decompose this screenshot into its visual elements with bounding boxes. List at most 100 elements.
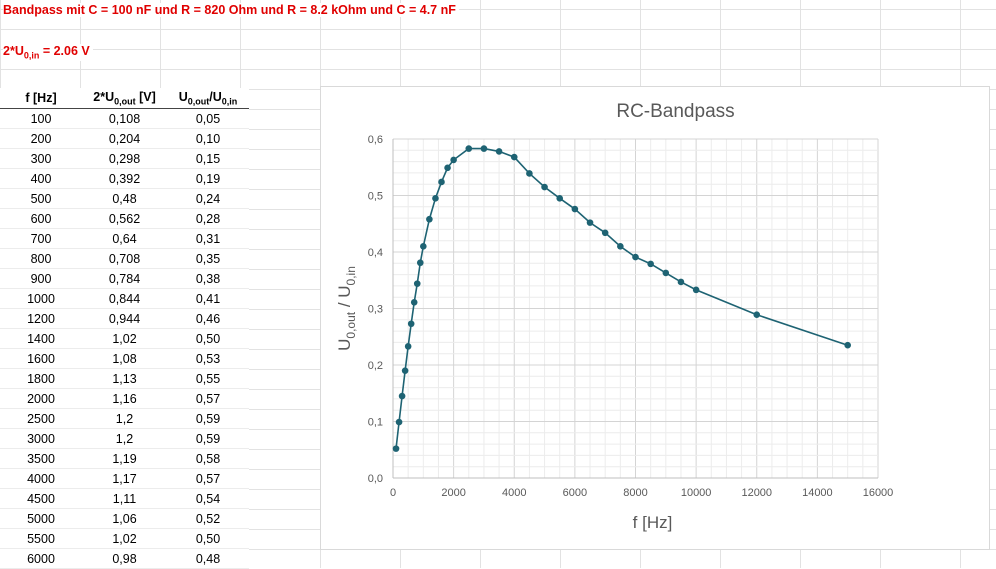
cell-output-voltage[interactable]: 0,944 [82,308,167,329]
cell-output-voltage[interactable]: 0,392 [82,168,167,189]
table-row: 600 0,562 0,28 [0,208,249,229]
table-row: 3000 1,2 0,59 [0,428,249,449]
cell-ratio[interactable]: 0,05 [167,108,249,129]
cell-frequency[interactable]: 6000 [0,548,82,569]
data-point [662,269,670,277]
data-point [617,243,624,250]
cell-output-voltage[interactable]: 1,11 [82,488,167,509]
cell-frequency[interactable]: 5000 [0,508,82,529]
cell-ratio[interactable]: 0,57 [167,468,249,489]
table-row: 2500 1,2 0,59 [0,408,249,429]
table-header-row: f [Hz] 2*U0,out [V] U0,out/U0,in [0,88,249,109]
cell-ratio[interactable]: 0,55 [167,368,249,389]
cell-ratio[interactable]: 0,59 [167,428,249,449]
cell-output-voltage[interactable]: 0,708 [82,248,167,269]
cell-frequency[interactable]: 600 [0,208,82,229]
data-point [632,253,639,261]
cell-frequency[interactable]: 4500 [0,488,82,509]
cell-frequency[interactable]: 3000 [0,428,82,449]
y-tick-label: 0,1 [368,417,383,429]
cell-ratio[interactable]: 0,28 [167,208,249,229]
cell-ratio[interactable]: 0,35 [167,248,249,269]
cell-ratio[interactable]: 0,50 [167,528,249,549]
cell-ratio[interactable]: 0,54 [167,488,249,509]
cell-output-voltage[interactable]: 0,844 [82,288,167,309]
data-point [407,320,415,328]
cell-ratio[interactable]: 0,48 [167,548,249,569]
cell-ratio[interactable]: 0,52 [167,508,249,529]
data-point [753,311,761,319]
data-point [844,341,851,349]
cell-output-voltage[interactable]: 1,2 [82,408,167,429]
header-ratio[interactable]: U0,out/U0,in [167,88,249,109]
y-tick-label: 0,0 [368,473,383,485]
cell-frequency[interactable]: 2500 [0,408,82,429]
cell-output-voltage[interactable]: 1,08 [82,348,167,369]
cell-frequency[interactable]: 5500 [0,528,82,549]
y-axis-title-subscript: 0,in [344,266,358,285]
cell-frequency[interactable]: 1600 [0,348,82,369]
cell-ratio[interactable]: 0,58 [167,448,249,469]
table-row: 1400 1,02 0,50 [0,328,249,349]
cell-frequency[interactable]: 1800 [0,368,82,389]
cell-frequency[interactable]: 300 [0,148,82,169]
cell-ratio[interactable]: 0,38 [167,268,249,289]
cell-ratio[interactable]: 0,31 [167,228,249,249]
data-point [677,278,685,286]
cell-frequency[interactable]: 500 [0,188,82,209]
header-output-voltage[interactable]: 2*U0,out [V] [82,88,167,109]
cell-output-voltage[interactable]: 0,64 [82,228,167,249]
header-frequency[interactable]: f [Hz] [0,88,82,109]
cell-ratio[interactable]: 0,59 [167,408,249,429]
cell-frequency[interactable]: 200 [0,128,82,149]
cell-frequency[interactable]: 700 [0,228,82,249]
cell-output-voltage[interactable]: 1,2 [82,428,167,449]
cell-ratio[interactable]: 0,50 [167,328,249,349]
cell-ratio[interactable]: 0,41 [167,288,249,309]
y-axis-title-part: U [335,339,354,351]
cell-ratio[interactable]: 0,10 [167,128,249,149]
x-tick-label: 2000 [441,487,465,499]
cell-frequency[interactable]: 900 [0,268,82,289]
data-point [465,145,473,152]
x-tick-label: 8000 [623,487,647,499]
cell-ratio[interactable]: 0,57 [167,388,249,409]
cell-output-voltage[interactable]: 0,108 [82,108,167,129]
cell-frequency[interactable]: 1200 [0,308,82,329]
cell-frequency[interactable]: 100 [0,108,82,129]
cell-output-voltage[interactable]: 1,13 [82,368,167,389]
cell-frequency[interactable]: 1400 [0,328,82,349]
cell-frequency[interactable]: 4000 [0,468,82,489]
cell-output-voltage[interactable]: 1,17 [82,468,167,489]
table-row: 300 0,298 0,15 [0,148,249,169]
cell-output-voltage[interactable]: 0,204 [82,128,167,149]
cell-output-voltage[interactable]: 0,784 [82,268,167,289]
cell-ratio[interactable]: 0,24 [167,188,249,209]
cell-ratio[interactable]: 0,46 [167,308,249,329]
cell-output-voltage[interactable]: 1,02 [82,328,167,349]
cell-ratio[interactable]: 0,53 [167,348,249,369]
chart-title: RC-Bandpass [616,101,734,122]
x-tick-label: 0 [390,487,396,499]
cell-output-voltage[interactable]: 0,98 [82,548,167,569]
data-point [601,229,609,237]
cell-output-voltage[interactable]: 0,48 [82,188,167,209]
cell-output-voltage[interactable]: 1,19 [82,448,167,469]
cell-ratio[interactable]: 0,15 [167,148,249,169]
cell-output-voltage[interactable]: 1,02 [82,528,167,549]
cell-frequency[interactable]: 2000 [0,388,82,409]
cell-ratio[interactable]: 0,19 [167,168,249,189]
cell-output-voltage[interactable]: 1,16 [82,388,167,409]
data-point [426,215,433,223]
cell-output-voltage[interactable]: 1,06 [82,508,167,529]
cell-frequency[interactable]: 1000 [0,288,82,309]
cell-output-voltage[interactable]: 0,298 [82,148,167,169]
data-point [692,286,700,294]
cell-frequency[interactable]: 800 [0,248,82,269]
table-row: 2000 1,16 0,57 [0,388,249,409]
table-row: 5000 1,06 0,52 [0,508,249,529]
cell-frequency[interactable]: 400 [0,168,82,189]
cell-output-voltage[interactable]: 0,562 [82,208,167,229]
chart-area[interactable]: RC-Bandpass 0 2000 4000 6000 8000 10000 12000 14… [320,86,990,550]
cell-frequency[interactable]: 3500 [0,448,82,469]
